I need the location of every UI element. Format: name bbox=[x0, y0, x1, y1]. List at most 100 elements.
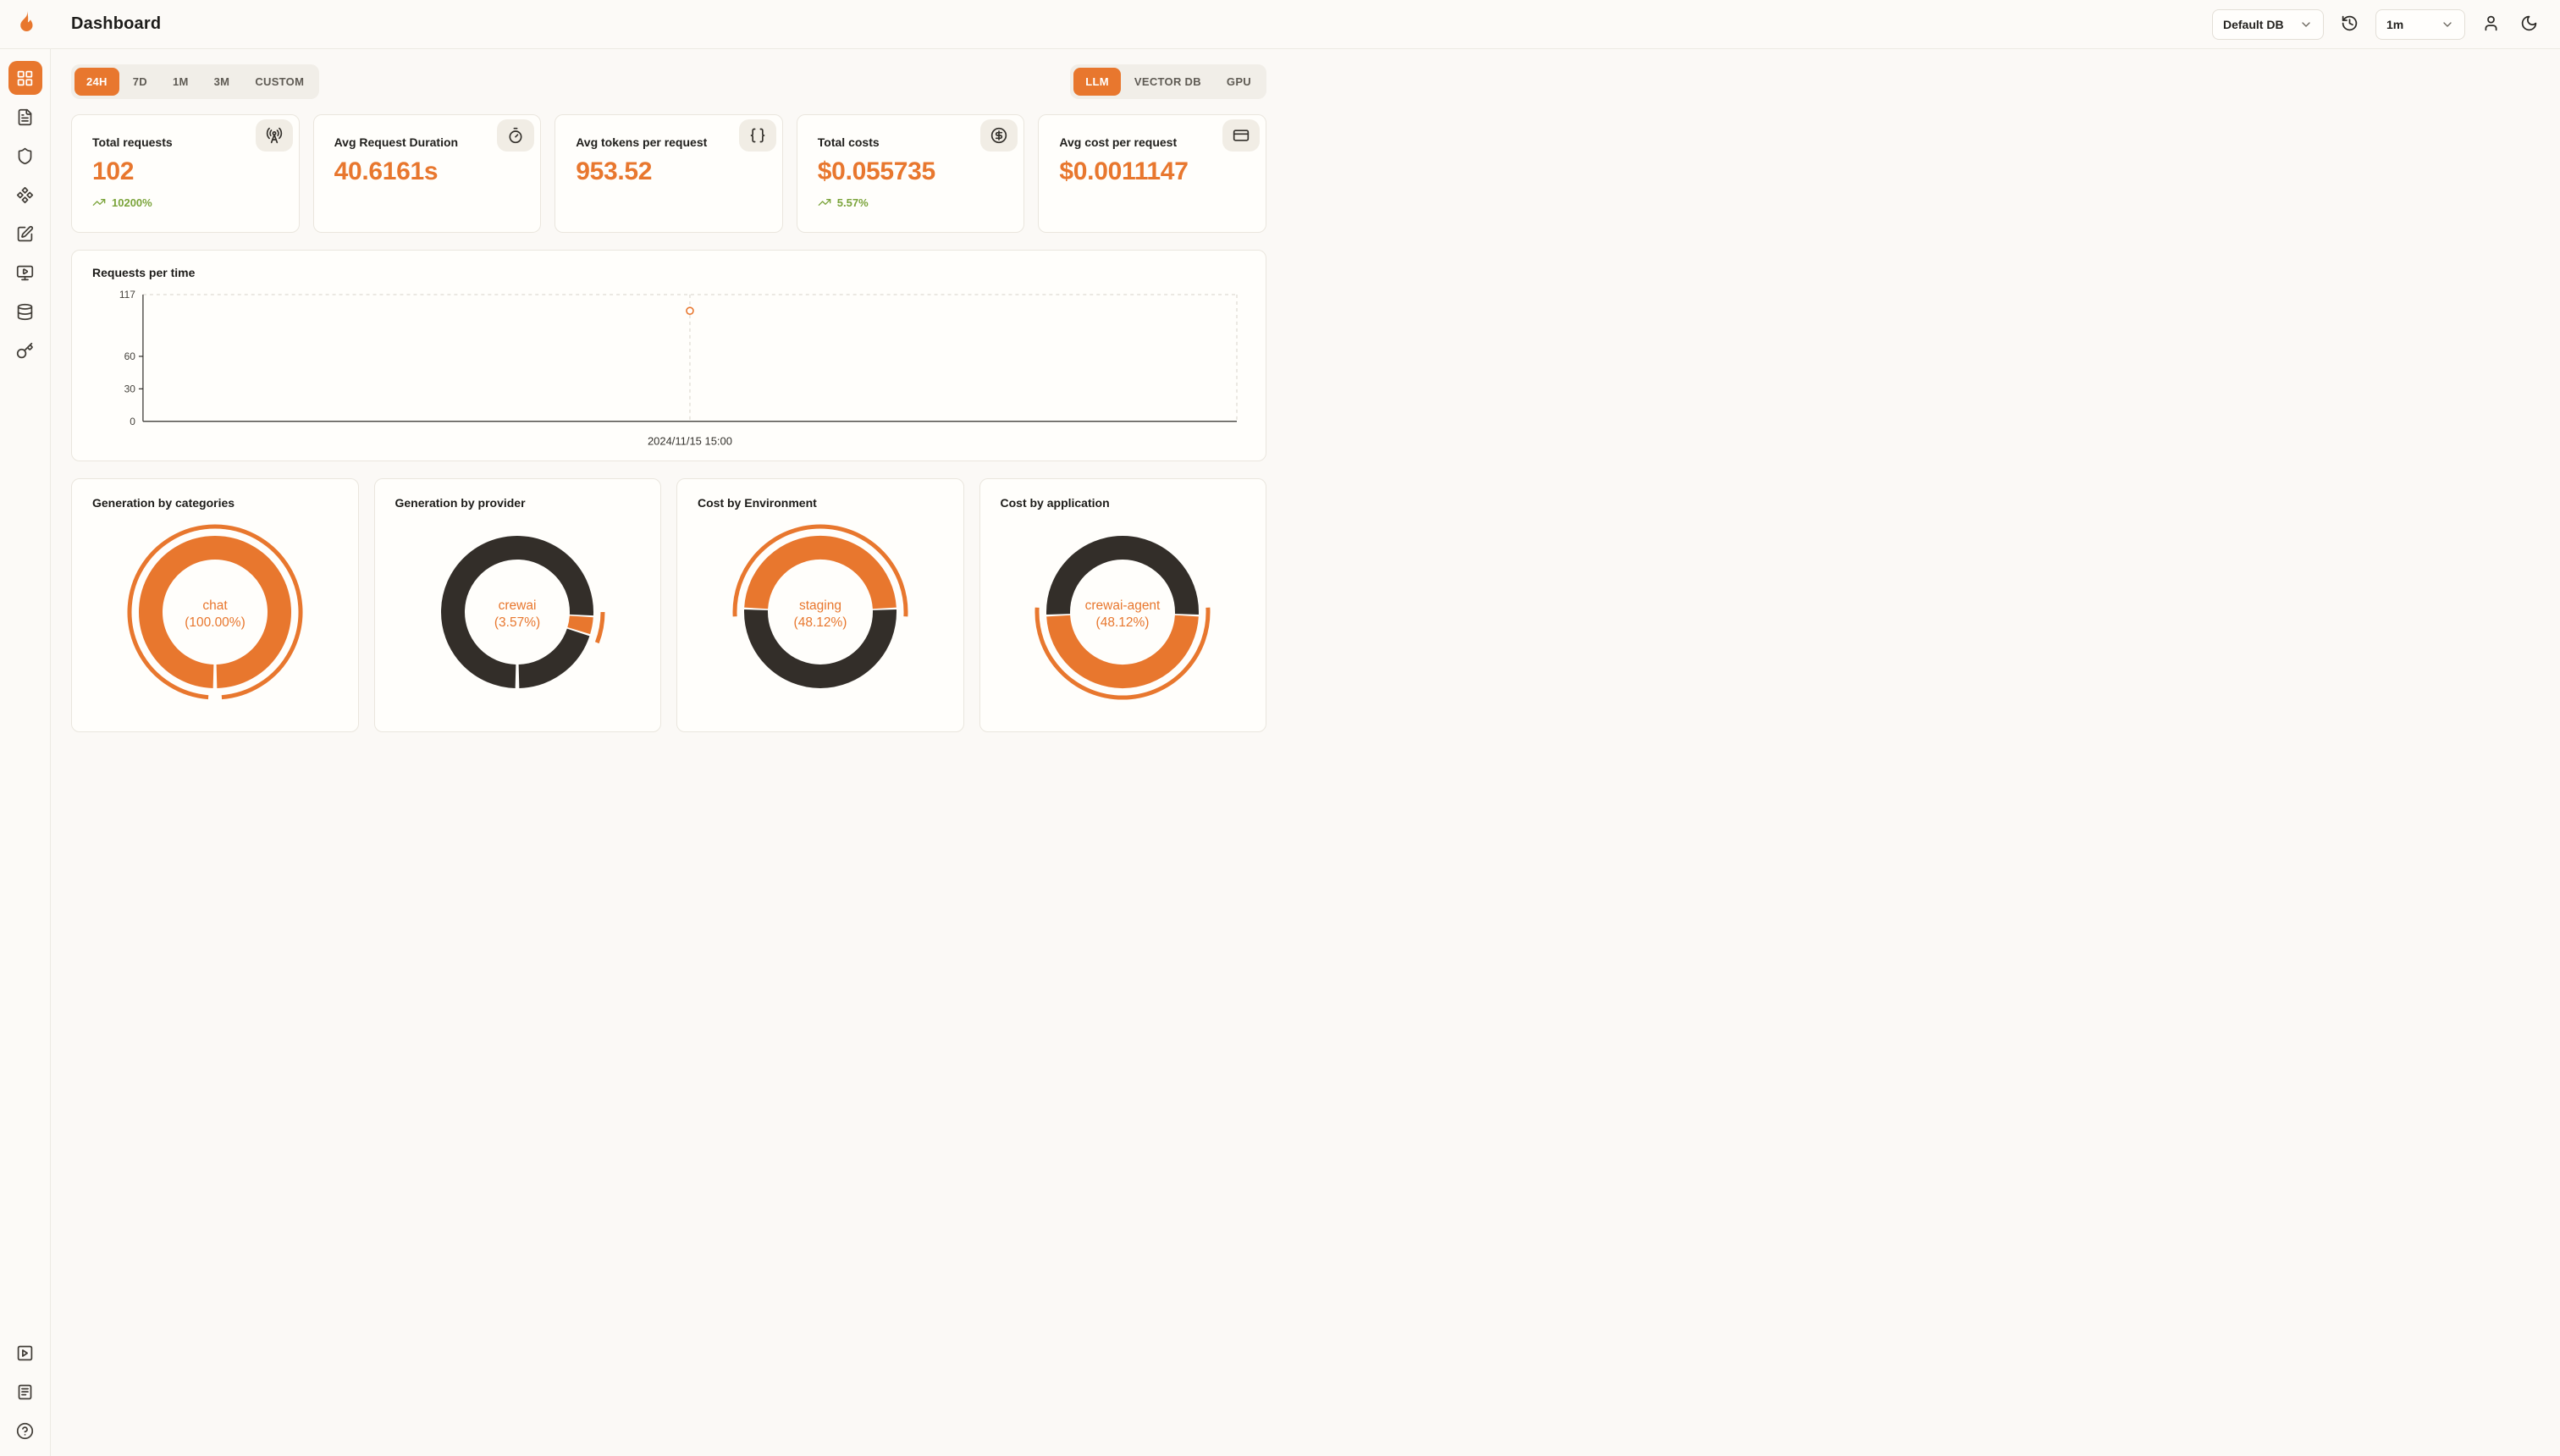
source-tab-vector-db[interactable]: VECTOR DB bbox=[1123, 68, 1213, 96]
topbar-actions: Default DB 1m bbox=[2212, 8, 2560, 40]
donut-highlight-arc bbox=[595, 611, 605, 643]
sidebar-item-databases[interactable] bbox=[8, 295, 42, 328]
donut-cards-row: Generation by categories chat (100.00%) Gen… bbox=[71, 477, 1266, 732]
chevron-down-icon bbox=[2299, 18, 2313, 31]
radio-tower-icon bbox=[266, 127, 283, 144]
file-lines-icon bbox=[16, 1383, 34, 1401]
layout-grid-icon bbox=[16, 69, 34, 87]
stat-card-value: 40.6161s bbox=[334, 157, 439, 185]
donut-card-title: Generation by categories bbox=[92, 495, 235, 510]
source-tab-llm[interactable]: LLM bbox=[1073, 68, 1121, 96]
db-select[interactable]: Default DB bbox=[2212, 8, 2324, 40]
donut-segment bbox=[1046, 535, 1200, 615]
donut-segment bbox=[138, 535, 291, 688]
sidebar-item-docs[interactable] bbox=[8, 1375, 42, 1409]
topbar: Dashboard Default DB 1m bbox=[0, 0, 2560, 49]
donut-segment bbox=[1046, 614, 1200, 688]
donut-highlight-arc bbox=[127, 524, 303, 699]
sidebar-item-exceptions[interactable] bbox=[8, 139, 42, 173]
stat-card-delta-value: 5.57% bbox=[836, 196, 869, 209]
sidebar-item-playground[interactable] bbox=[8, 256, 42, 290]
stat-card-delta: 10200% bbox=[92, 196, 279, 209]
sidebar-item-getting-started[interactable] bbox=[8, 1336, 42, 1370]
source-tabs: LLM VECTOR DB GPU bbox=[1070, 64, 1266, 99]
requests-line-chart-svg: 0 30 60 117 2024/11/15 15:00 bbox=[119, 289, 1238, 448]
sidebar-item-dashboard[interactable] bbox=[8, 61, 42, 95]
sidebar-item-evaluations[interactable] bbox=[8, 217, 42, 251]
flame-logo-icon bbox=[13, 9, 38, 39]
monitor-play-icon bbox=[16, 264, 34, 282]
donut-card-title: Cost by Environment bbox=[698, 495, 817, 510]
donut-center-label: chat bbox=[202, 598, 228, 613]
donut-highlight-arc bbox=[1034, 607, 1211, 700]
donut-center-percent: (48.12%) bbox=[1096, 615, 1150, 630]
component-icon bbox=[16, 186, 34, 204]
stat-card-icon bbox=[1222, 119, 1260, 152]
svg-text:60: 60 bbox=[124, 350, 136, 362]
time-tab-1m[interactable]: 1M bbox=[161, 68, 201, 96]
stat-card-value: $0.0011147 bbox=[1059, 157, 1189, 185]
donut-chart: crewai-agent (48.12%) bbox=[1034, 535, 1211, 700]
donut-center-percent: (3.57%) bbox=[494, 615, 540, 630]
stat-card-icon bbox=[738, 119, 776, 152]
main-content: 24H 7D 1M 3M CUSTOM LLM VECTOR DB GPU Total re… bbox=[51, 49, 1280, 732]
stat-cards-row: Total requests 102 10200% Avg Request Durat… bbox=[71, 114, 1266, 233]
page-title: Dashboard bbox=[71, 14, 162, 33]
donut-segment bbox=[441, 535, 594, 688]
interval-select-value: 1m bbox=[2386, 17, 2404, 31]
stat-card-label: Total requests bbox=[92, 135, 173, 149]
donut-center-label: crewai-agent bbox=[1085, 598, 1161, 613]
history-icon bbox=[2341, 14, 2359, 35]
square-pen-icon bbox=[16, 225, 34, 243]
sidebar-top-group bbox=[8, 61, 42, 367]
stat-card-value: $0.055735 bbox=[817, 157, 935, 185]
stat-card-icon bbox=[980, 119, 1018, 152]
timer-icon bbox=[507, 127, 524, 144]
chevron-down-icon bbox=[2441, 18, 2454, 31]
donut-card-title: Cost by application bbox=[1000, 495, 1110, 510]
donut-chart: staging (48.12%) bbox=[732, 524, 908, 688]
key-icon bbox=[16, 342, 34, 360]
tabs-row: 24H 7D 1M 3M CUSTOM LLM VECTOR DB GPU bbox=[71, 64, 1266, 99]
time-tab-3m[interactable]: 3M bbox=[202, 68, 242, 96]
trending-up-icon bbox=[92, 196, 106, 209]
circle-dollar-icon bbox=[990, 127, 1007, 144]
stat-card-label: Avg cost per request bbox=[1059, 135, 1178, 149]
donut-center-percent: (48.12%) bbox=[793, 615, 847, 630]
requests-per-time-panel: Requests per time 0 30 60 117 2024/11/15 15:… bbox=[71, 250, 1266, 461]
donut-card: Cost by application crewai-agent (48.12%) bbox=[979, 477, 1266, 732]
donut-chart: chat (100.00%) bbox=[127, 524, 303, 699]
svg-text:30: 30 bbox=[124, 383, 136, 394]
refresh-history-button[interactable] bbox=[2337, 11, 2362, 38]
sidebar-item-requests[interactable] bbox=[8, 100, 42, 134]
donut-center-label: crewai bbox=[499, 598, 537, 613]
svg-text:0: 0 bbox=[130, 416, 135, 427]
time-tab-24h[interactable]: 24H bbox=[74, 68, 119, 96]
stat-card-value: 953.52 bbox=[576, 157, 653, 185]
sidebar bbox=[0, 49, 51, 1456]
moon-icon bbox=[2520, 14, 2538, 35]
donut-segment bbox=[567, 615, 594, 634]
user-profile-button[interactable] bbox=[2479, 11, 2503, 38]
source-tab-gpu[interactable]: GPU bbox=[1215, 68, 1263, 96]
svg-text:2024/11/15 15:00: 2024/11/15 15:00 bbox=[648, 435, 732, 448]
requests-per-time-title: Requests per time bbox=[92, 266, 196, 279]
stat-card-label: Avg Request Duration bbox=[334, 135, 459, 149]
stat-card-label: Avg tokens per request bbox=[576, 135, 708, 149]
stat-card: Avg tokens per request 953.52 bbox=[554, 114, 783, 233]
interval-select[interactable]: 1m bbox=[2375, 8, 2465, 40]
sidebar-item-api-keys[interactable] bbox=[8, 334, 42, 367]
stat-card: Total requests 102 10200% bbox=[71, 114, 300, 233]
stat-card-value: 102 bbox=[92, 157, 135, 185]
donut-card-title: Generation by provider bbox=[394, 495, 526, 510]
time-tab-7d[interactable]: 7D bbox=[121, 68, 159, 96]
stat-card: Avg cost per request $0.0011147 bbox=[1038, 114, 1266, 233]
donut-segment bbox=[518, 627, 590, 688]
sidebar-item-prompts[interactable] bbox=[8, 178, 42, 212]
sidebar-item-help[interactable] bbox=[8, 1414, 42, 1448]
file-text-icon bbox=[16, 108, 34, 126]
theme-toggle-button[interactable] bbox=[2517, 11, 2541, 38]
time-tab-custom[interactable]: CUSTOM bbox=[243, 68, 316, 96]
stat-card: Total costs $0.055735 5.57% bbox=[796, 114, 1025, 233]
donut-center-percent: (100.00%) bbox=[185, 615, 246, 630]
